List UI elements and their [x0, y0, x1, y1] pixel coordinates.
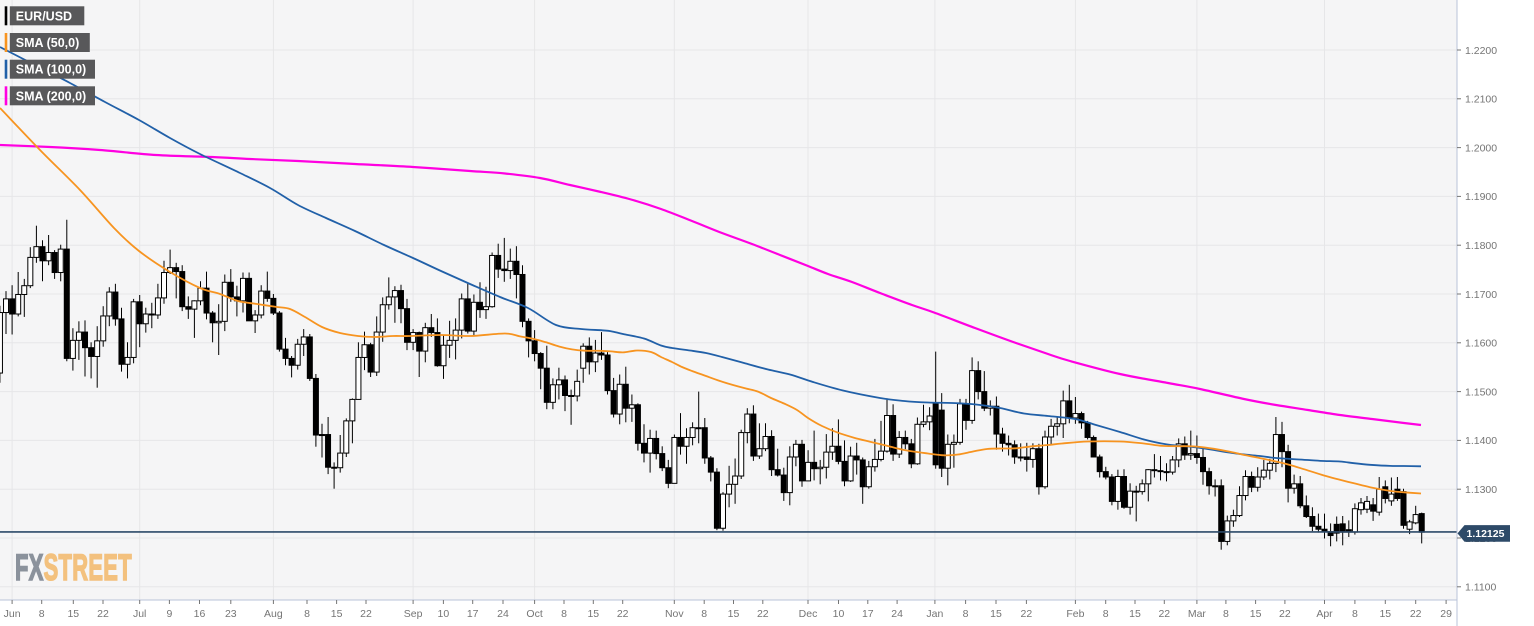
- svg-text:Dec: Dec: [799, 608, 818, 620]
- svg-text:Jul: Jul: [133, 608, 146, 620]
- svg-text:22: 22: [757, 608, 769, 620]
- svg-text:SMA (100,0): SMA (100,0): [16, 63, 86, 77]
- svg-text:24: 24: [497, 608, 509, 620]
- svg-text:1.12125: 1.12125: [1467, 528, 1505, 540]
- svg-text:1.1800: 1.1800: [1465, 240, 1497, 252]
- svg-text:15: 15: [990, 608, 1002, 620]
- svg-text:29: 29: [1440, 608, 1452, 620]
- svg-text:22: 22: [1021, 608, 1033, 620]
- svg-text:22: 22: [1410, 608, 1422, 620]
- svg-text:1.1100: 1.1100: [1465, 582, 1496, 594]
- svg-text:Oct: Oct: [526, 608, 542, 620]
- svg-text:1.1500: 1.1500: [1465, 386, 1497, 398]
- svg-text:8: 8: [39, 608, 45, 620]
- svg-text:15: 15: [67, 608, 79, 620]
- svg-text:1.2000: 1.2000: [1465, 142, 1497, 154]
- svg-text:Jan: Jan: [926, 608, 943, 620]
- svg-text:Sep: Sep: [404, 608, 423, 620]
- svg-text:15: 15: [728, 608, 740, 620]
- svg-text:1.2100: 1.2100: [1465, 94, 1497, 106]
- svg-text:9: 9: [166, 608, 172, 620]
- svg-text:23: 23: [225, 608, 237, 620]
- svg-text:22: 22: [1158, 608, 1170, 620]
- svg-text:1.1900: 1.1900: [1465, 191, 1497, 203]
- svg-text:8: 8: [963, 608, 969, 620]
- svg-text:22: 22: [1279, 608, 1291, 620]
- svg-text:8: 8: [1103, 608, 1109, 620]
- svg-text:EUR/USD: EUR/USD: [16, 9, 72, 23]
- svg-text:1.1600: 1.1600: [1465, 338, 1497, 350]
- svg-text:SMA (200,0): SMA (200,0): [16, 89, 86, 103]
- svg-text:1.1300: 1.1300: [1465, 484, 1497, 496]
- svg-text:Feb: Feb: [1066, 608, 1084, 620]
- svg-text:15: 15: [587, 608, 599, 620]
- svg-text:16: 16: [194, 608, 206, 620]
- svg-text:FXSTREET: FXSTREET: [15, 546, 132, 589]
- svg-text:8: 8: [304, 608, 310, 620]
- svg-text:17: 17: [862, 608, 874, 620]
- svg-text:Jun: Jun: [4, 608, 21, 620]
- svg-text:Aug: Aug: [264, 608, 283, 620]
- svg-text:10: 10: [833, 608, 845, 620]
- svg-text:22: 22: [360, 608, 372, 620]
- svg-text:1.1700: 1.1700: [1465, 289, 1497, 301]
- svg-text:17: 17: [467, 608, 479, 620]
- svg-text:15: 15: [1379, 608, 1391, 620]
- svg-text:24: 24: [891, 608, 903, 620]
- svg-text:1.1400: 1.1400: [1465, 435, 1497, 447]
- svg-text:22: 22: [97, 608, 109, 620]
- svg-text:8: 8: [561, 608, 567, 620]
- svg-text:22: 22: [617, 608, 629, 620]
- svg-text:10: 10: [438, 608, 450, 620]
- svg-text:SMA (50,0): SMA (50,0): [16, 36, 79, 50]
- svg-text:1.2200: 1.2200: [1465, 45, 1497, 57]
- svg-text:Mar: Mar: [1188, 608, 1207, 620]
- svg-text:15: 15: [331, 608, 343, 620]
- svg-text:Apr: Apr: [1316, 608, 1333, 620]
- svg-text:8: 8: [1352, 608, 1358, 620]
- svg-text:8: 8: [1223, 608, 1229, 620]
- svg-text:15: 15: [1129, 608, 1141, 620]
- svg-text:8: 8: [701, 608, 707, 620]
- svg-text:Nov: Nov: [665, 608, 684, 620]
- svg-text:15: 15: [1250, 608, 1262, 620]
